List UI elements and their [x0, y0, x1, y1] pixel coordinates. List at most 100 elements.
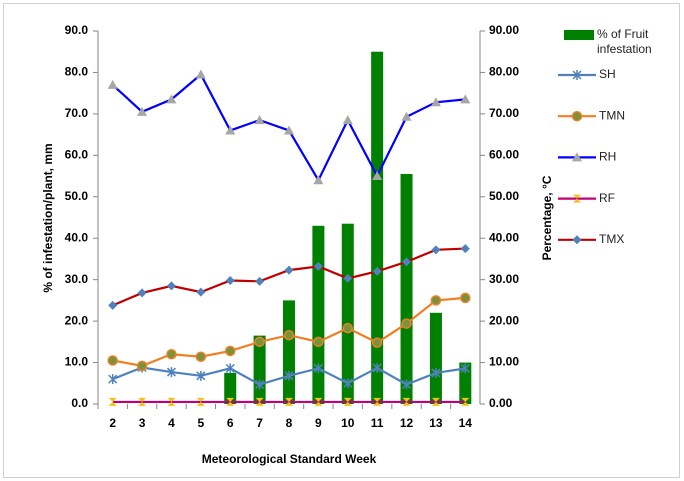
y2-tick-label: 70.00: [489, 106, 519, 120]
y-axis-title: % of infestation/plant, mm: [41, 143, 55, 292]
marker: [342, 322, 354, 334]
marker: [431, 397, 440, 406]
marker: [137, 288, 147, 298]
y-tick-label: 30.0: [65, 272, 89, 286]
marker: [430, 295, 442, 306]
marker: [225, 363, 235, 374]
marker: [313, 261, 323, 271]
bar: [283, 300, 295, 404]
marker: [138, 397, 147, 406]
marker: [195, 69, 206, 79]
marker: [254, 336, 265, 348]
marker: [108, 397, 117, 406]
marker: [371, 337, 383, 348]
marker: [572, 152, 582, 162]
marker: [460, 292, 471, 304]
marker: [401, 111, 412, 121]
y-tick-label: 20.0: [65, 313, 89, 327]
x-tick-label: 9: [315, 416, 322, 430]
x-tick-label: 8: [286, 416, 293, 430]
y2-tick-label: 0.00: [489, 396, 513, 410]
marker: [313, 363, 323, 374]
marker: [402, 257, 412, 267]
marker: [196, 370, 206, 381]
x-tick-label: 4: [168, 416, 175, 430]
marker: [226, 397, 235, 406]
marker: [284, 125, 294, 135]
marker: [255, 379, 265, 390]
y-tick-label: 70.0: [65, 106, 89, 120]
x-tick-label: 13: [429, 416, 443, 430]
marker: [460, 363, 470, 374]
y2-tick-label: 20.00: [489, 313, 519, 327]
marker: [343, 273, 353, 283]
x-tick-label: 3: [139, 416, 146, 430]
legend-label: TMX: [599, 232, 624, 246]
y-tick-label: 50.0: [65, 189, 89, 203]
marker: [166, 281, 176, 291]
marker: [255, 397, 264, 406]
marker: [430, 97, 441, 107]
legend-label: SH: [599, 67, 616, 81]
marker: [460, 244, 470, 254]
bar: [371, 51, 384, 404]
y2-tick-label: 60.00: [489, 148, 519, 162]
x-tick-label: 6: [227, 416, 234, 430]
marker: [402, 379, 412, 390]
y-tick-label: 40.0: [65, 230, 89, 244]
marker: [136, 360, 148, 372]
marker: [342, 115, 353, 125]
marker: [107, 355, 118, 366]
marker: [225, 275, 235, 285]
marker: [166, 94, 177, 104]
x-tick-label: 10: [341, 416, 355, 430]
marker: [166, 367, 176, 378]
marker: [402, 397, 411, 406]
marker: [373, 397, 382, 406]
y-tick-label: 60.0: [65, 148, 89, 162]
marker: [284, 370, 294, 381]
y2-tick-label: 30.00: [489, 272, 519, 286]
y-tick-label: 90.0: [65, 23, 89, 37]
marker: [372, 362, 382, 373]
marker: [431, 367, 441, 378]
marker: [137, 106, 148, 116]
marker: [283, 329, 295, 341]
marker: [284, 265, 294, 275]
legend-label-box: % of Fruit infestation: [597, 27, 652, 56]
y-tick-label: 0.0: [71, 396, 88, 410]
marker: [196, 397, 205, 406]
y2-tick-label: 90.00: [489, 23, 519, 37]
bar: [400, 173, 413, 404]
x-tick-label: 12: [400, 416, 414, 430]
marker: [343, 378, 353, 389]
bar: [459, 362, 472, 404]
x-tick-label: 5: [198, 416, 205, 430]
legend-label: TMN: [599, 108, 625, 122]
marker: [225, 125, 236, 135]
legend-label: % of Fruit infestation: [597, 27, 652, 56]
legend-swatch: [564, 30, 594, 40]
marker: [372, 266, 382, 276]
x-tick-label: 2: [109, 416, 116, 430]
bar: [224, 372, 237, 404]
marker: [195, 351, 207, 363]
marker: [572, 70, 582, 80]
marker: [108, 300, 118, 310]
marker: [314, 397, 323, 406]
marker: [372, 171, 383, 181]
bar: [429, 312, 442, 404]
y2-tick-label: 80.00: [489, 65, 519, 79]
marker: [167, 397, 176, 406]
x-tick-label: 14: [459, 416, 473, 430]
x-tick-label: 11: [371, 416, 384, 430]
legend-label: RF: [599, 191, 615, 205]
marker: [108, 374, 118, 385]
y-tick-label: 10.0: [65, 355, 89, 369]
marker: [571, 110, 583, 122]
x-tick-label: 7: [256, 416, 263, 430]
y2-axis-title: Percentage, °C: [540, 175, 554, 260]
marker: [460, 94, 471, 104]
legend-label: RH: [599, 150, 616, 164]
